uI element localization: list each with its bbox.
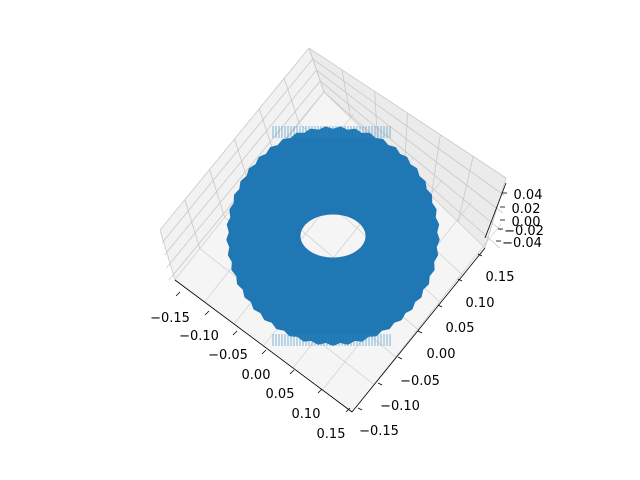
grid-line [351, 223, 502, 413]
grid-line [166, 80, 502, 268]
x-tick [345, 407, 351, 413]
axis-panes [160, 48, 506, 412]
grid-line [457, 156, 474, 223]
y-tick [417, 330, 423, 334]
y-tick [477, 253, 483, 257]
y-tick-label: −0.10 [380, 399, 420, 414]
pane-floor [175, 92, 485, 412]
y-tick-label: −0.05 [400, 374, 440, 389]
x-tick-label: −0.15 [150, 311, 190, 326]
x-tick-label: 0.15 [317, 427, 346, 442]
grid-line [161, 58, 505, 243]
grid-line [159, 229, 176, 281]
grid-line [159, 47, 507, 231]
x-tick [232, 330, 238, 336]
pane-left [160, 48, 324, 280]
grid-line [430, 134, 441, 197]
tick-labels: −0.15 −0.10 −0.05 0.00 0.05 0.10 0.15 −0.15 −0.1… [150, 188, 544, 442]
z-tick-label: −0.04 [502, 236, 542, 251]
torus-surface [226, 126, 440, 346]
x-tick [175, 291, 181, 297]
pane-right [309, 48, 506, 248]
y-tick [437, 304, 443, 308]
z-tick-label: 0.00 [512, 215, 541, 230]
x-tick-label: 0.05 [266, 387, 295, 402]
x-tick-label: −0.05 [208, 348, 248, 363]
y-tick-label: 0.15 [486, 270, 515, 285]
grid-line [209, 169, 226, 218]
y-tick-label: 0.00 [427, 347, 456, 362]
z-tick-label: −0.02 [504, 224, 544, 239]
grid-line [184, 199, 201, 249]
z-axis-line [484, 182, 507, 239]
y-axis-line [351, 247, 486, 413]
z-tick-label: 0.02 [512, 202, 541, 217]
axis-ticks [174, 182, 507, 413]
x-tick [317, 388, 323, 394]
torus-annulus [226, 126, 440, 346]
grid-line [484, 177, 507, 249]
x-tick-label: −0.10 [179, 329, 219, 344]
grid-line [374, 91, 379, 145]
grid-line [341, 69, 352, 119]
y-tick [457, 278, 463, 282]
x-tick [261, 349, 267, 355]
y-tick-label: 0.10 [466, 296, 495, 311]
y-tick [357, 407, 363, 411]
x-tick [289, 369, 295, 375]
x-tick [204, 310, 210, 316]
y-tick-label: −0.15 [359, 424, 399, 439]
y-tick [397, 356, 403, 360]
x-axis-line [174, 279, 353, 413]
y-tick [377, 382, 383, 386]
grid-line [164, 69, 504, 256]
y-tick-label: 0.05 [446, 321, 475, 336]
z-tick-label: 0.04 [514, 188, 543, 203]
x-tick-label: 0.00 [242, 368, 271, 383]
x-tick-label: 0.10 [292, 407, 321, 422]
